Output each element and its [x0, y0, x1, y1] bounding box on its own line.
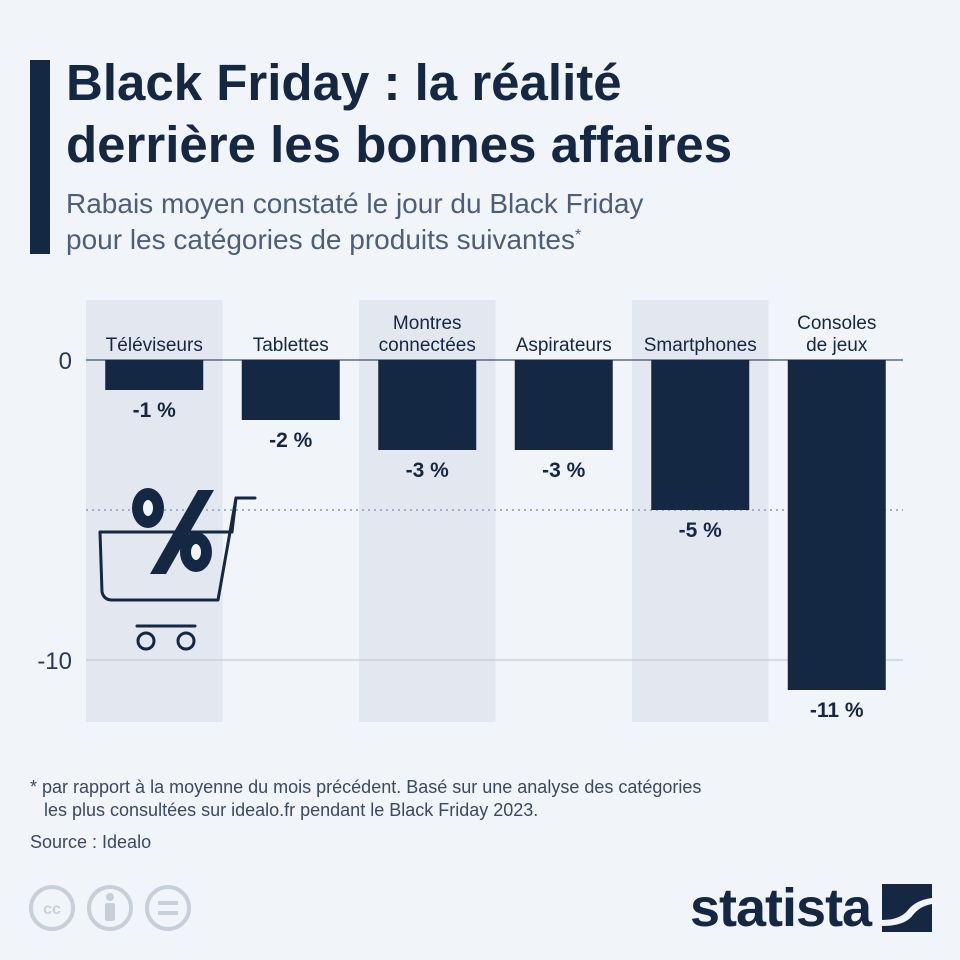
bar-4: [651, 360, 750, 510]
title-line-2: derrière les bonnes affaires: [66, 116, 733, 173]
footnote: * par rapport à la moyenne du mois précé…: [30, 776, 850, 822]
cc-icon[interactable]: cc: [29, 885, 75, 931]
category-label: Tablettes: [253, 335, 329, 356]
category-label: Consoles: [797, 313, 876, 334]
value-label: -5 %: [679, 519, 723, 542]
bar-2: [378, 360, 477, 450]
value-label: -3 %: [542, 459, 586, 482]
cart-basket-outline: [98, 496, 257, 602]
bars: [105, 360, 886, 690]
no-derivatives-icon[interactable]: [145, 885, 191, 931]
category-label: connectées: [379, 335, 476, 356]
title-accent-bar: [30, 60, 50, 254]
footnote-line-2: les plus consultées sur idealo.fr pendan…: [44, 800, 539, 820]
category-label: Téléviseurs: [106, 335, 203, 356]
value-labels: -1 % -2 % -3 % -3 % -5 % -11 %: [133, 399, 864, 722]
percent-dot-bottom-hole: [191, 544, 201, 560]
statista-logo-text[interactable]: statista: [690, 878, 872, 938]
percent-slash: [150, 490, 214, 574]
category-label: Smartphones: [644, 335, 757, 356]
title-line-1: Black Friday : la réalité: [66, 54, 622, 111]
bar-1: [241, 360, 340, 420]
subtitle-footnote-marker: *: [574, 227, 582, 244]
statista-logo-mark-icon[interactable]: [882, 884, 932, 932]
license-icons: cc: [29, 885, 191, 931]
attribution-icon[interactable]: [87, 885, 133, 931]
cart-wheel-right: [176, 631, 196, 651]
value-label: -3 %: [406, 459, 450, 482]
category-label: Aspirateurs: [516, 335, 612, 356]
cart-wheel-left: [136, 631, 156, 651]
y-axis-ticks: 0 -10: [37, 348, 72, 675]
source-text: Source : Idealo: [30, 832, 152, 852]
subtitle-line-2: pour les catégories de produits suivante…: [66, 224, 575, 255]
value-label: -2 %: [269, 429, 313, 452]
y-tick-label: -10: [37, 648, 72, 675]
subtitle: Rabais moyen constaté le jour du Black F…: [66, 186, 936, 258]
subtitle-line-1: Rabais moyen constaté le jour du Black F…: [66, 188, 644, 219]
value-label: -1 %: [133, 399, 177, 422]
subtitle-line-2-wrap: pour les catégories de produits suivante…: [66, 222, 936, 258]
bar-5: [787, 360, 886, 690]
category-label: Montres: [393, 313, 462, 334]
value-label: -11 %: [810, 699, 864, 722]
category-label: de jeux: [806, 335, 868, 356]
footnote-line-1: * par rapport à la moyenne du mois précé…: [30, 777, 702, 797]
svg-text:cc: cc: [43, 901, 61, 918]
page-title: Black Friday : la réalité derrière les b…: [66, 52, 936, 176]
cart-handle: [230, 496, 238, 534]
percent-dot-top-hole: [143, 500, 153, 516]
bar-3: [514, 360, 613, 450]
shopping-cart-percent-icon: [98, 488, 257, 651]
bar-0: [105, 360, 204, 390]
gridlines: [86, 359, 903, 661]
y-tick-label: 0: [59, 348, 72, 375]
